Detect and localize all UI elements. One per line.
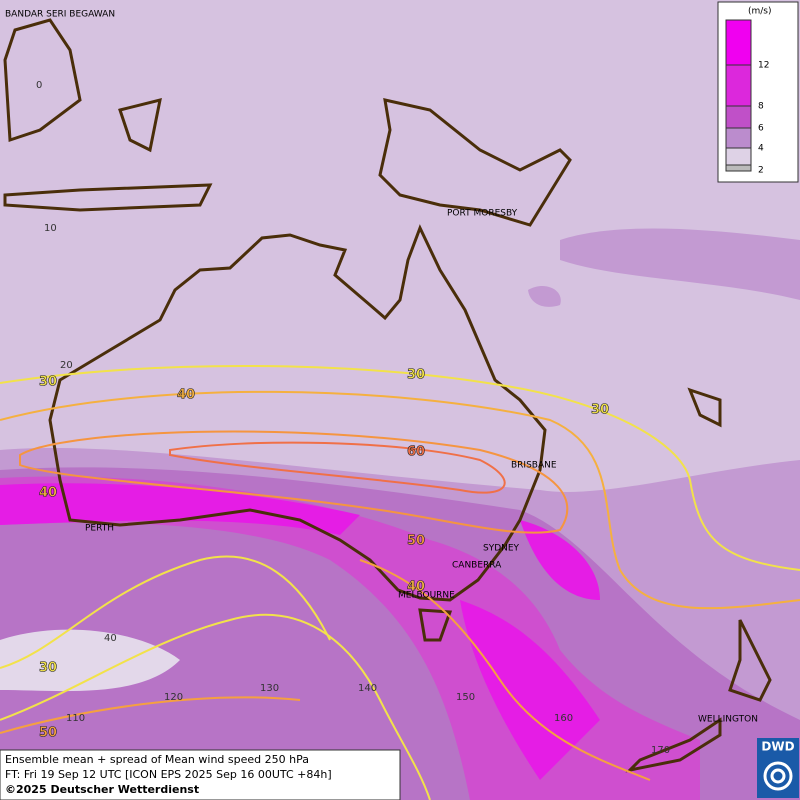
longitude-label: 130: [260, 683, 279, 694]
contour-label: 30: [39, 375, 57, 390]
longitude-label: 150: [456, 692, 475, 703]
contour-label: 40: [177, 388, 195, 403]
logo-swirl: [763, 761, 793, 791]
contour-label: 30: [591, 403, 609, 418]
legend-tick: 12: [758, 61, 769, 71]
legend-swatch: [725, 147, 752, 166]
contour-label: 30: [407, 368, 425, 383]
city-label: BRISBANE: [511, 461, 557, 471]
legend-swatch: [725, 19, 752, 66]
longitude-label: 170: [651, 745, 670, 756]
contours: [0, 365, 800, 800]
latitude-label: 20: [60, 360, 73, 371]
legend: (m/s) 12 8 6 4 2: [717, 1, 799, 183]
logo-swirl: [770, 768, 786, 784]
legend-tick: 4: [758, 144, 764, 154]
longitude-label: 110: [66, 713, 85, 724]
legend-tick: 6: [758, 124, 764, 134]
longitude-label: 160: [554, 713, 573, 724]
legend-swatch: [725, 164, 752, 172]
contour-label: 50: [407, 534, 425, 549]
city-label: WELLINGTON: [698, 715, 758, 725]
city-label: SYDNEY: [483, 544, 520, 554]
legend-swatch: [725, 127, 752, 149]
latitude-label: 40: [104, 633, 117, 644]
coastlines: [3, 18, 772, 773]
city-label: MELBOURNE: [398, 591, 455, 601]
caption-line: Ensemble mean + spread of Mean wind spee…: [5, 753, 309, 766]
contour-label: 60: [407, 445, 425, 460]
legend-swatch: [725, 105, 752, 129]
longitude-label: 140: [358, 683, 377, 694]
contour-label: 40: [407, 580, 425, 595]
logo-text: DWD: [761, 740, 794, 754]
shading: [0, 228, 800, 800]
city-label: PERTH: [85, 524, 114, 534]
legend-tick: 8: [758, 102, 764, 112]
legend-swatch: [725, 64, 752, 107]
city-label: BANDAR SERI BEGAWAN: [5, 10, 115, 20]
caption-line: ©2025 Deutscher Wetterdienst: [5, 783, 199, 796]
legend-unit: (m/s): [748, 7, 772, 17]
latitude-label: 0: [36, 80, 42, 91]
contour-label: 40: [39, 486, 57, 501]
longitude-label: 120: [164, 692, 183, 703]
city-label: CANBERRA: [452, 561, 502, 571]
city-label: PORT MORESBY: [447, 209, 518, 219]
latitude-label: 10: [44, 223, 57, 234]
legend-tick: 2: [758, 166, 764, 176]
caption-box: [0, 749, 401, 800]
contour-label: 30: [39, 661, 57, 676]
caption-line: FT: Fri 19 Sep 12 UTC [ICON EPS 2025 Sep…: [5, 768, 332, 781]
contour-label: 50: [39, 726, 57, 741]
